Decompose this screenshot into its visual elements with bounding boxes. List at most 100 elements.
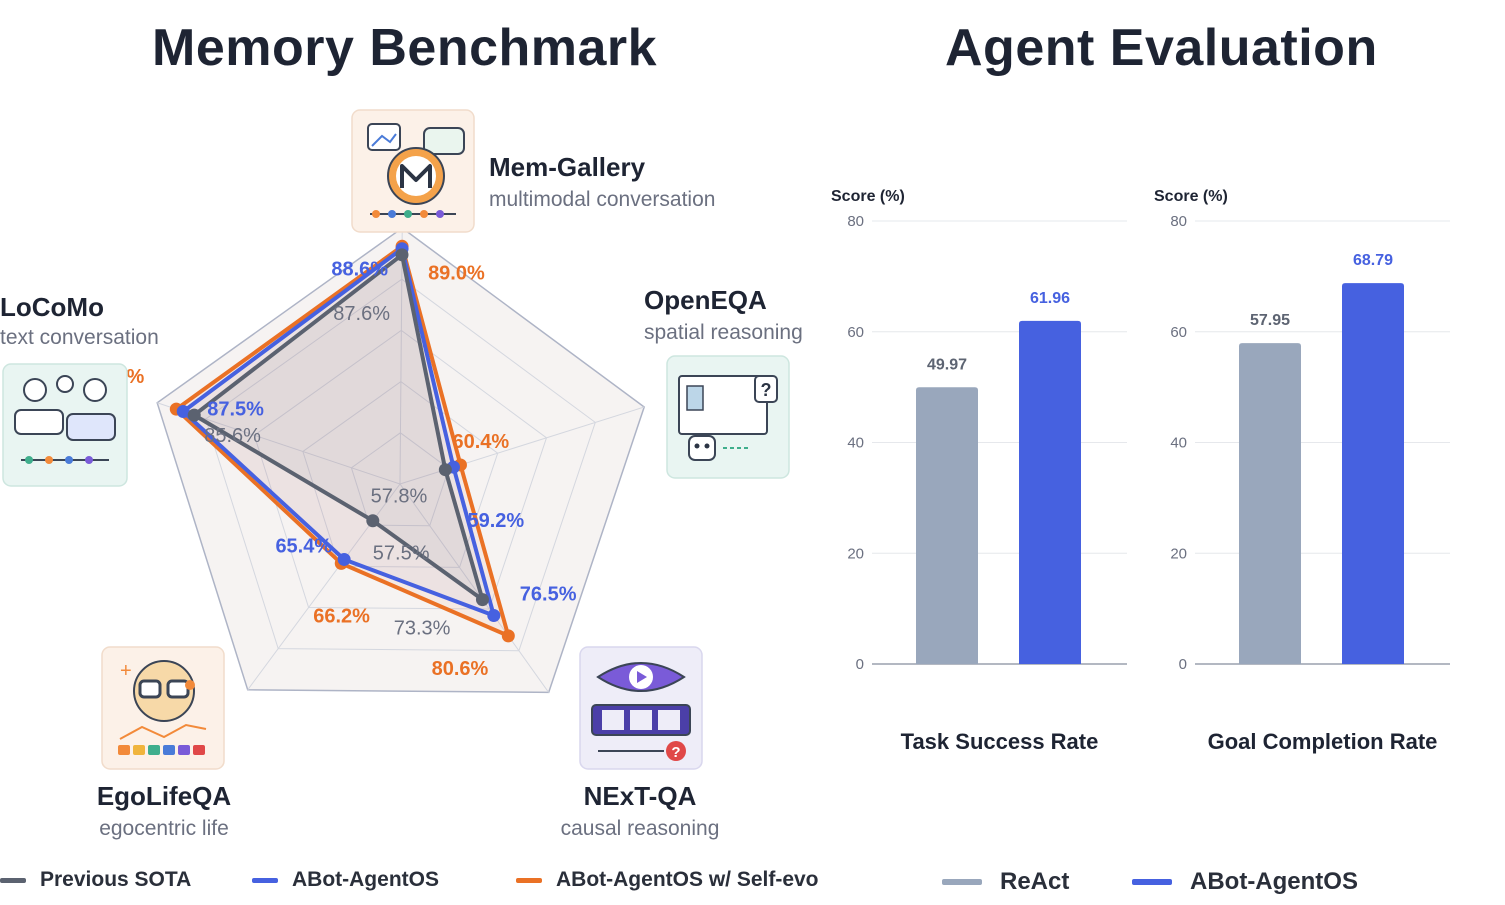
- timeline-dot: [436, 210, 444, 218]
- legend-abot-self-evo: ABot-AgentOS w/ Self-evo: [516, 868, 819, 892]
- color-block: [118, 745, 130, 755]
- legend-abot-agentos-bar: ABot-AgentOS: [1132, 868, 1358, 896]
- robot-room-icon: ?: [666, 355, 790, 479]
- radar-value-abot-self-evo-2: 60.4%: [452, 431, 509, 453]
- radar-value-abot-self-evo-3: 80.6%: [432, 658, 489, 680]
- robot-eye: [704, 443, 710, 449]
- chat-bubble-right-shape: [66, 413, 116, 441]
- glasses-right-shape: [166, 679, 190, 699]
- ytick-80: 80: [847, 213, 864, 230]
- axis-title-next-qa: NExT-QA: [584, 781, 697, 811]
- film-frame: [602, 710, 624, 730]
- timeline-dot: [388, 210, 396, 218]
- radar-value-previous-sota-5: 85.6%: [204, 425, 261, 447]
- radar-value-abot-agentos-2: 59.2%: [467, 510, 524, 532]
- question-mark-glyph: ?: [671, 744, 680, 761]
- axis-subtitle-openeqa: spatial reasoning: [644, 321, 803, 344]
- gallery-chat-icon: [351, 109, 475, 233]
- question-box-shape: [754, 375, 778, 403]
- person-right-shape: [83, 378, 107, 402]
- logo-inner-shape: [396, 156, 436, 196]
- color-block: [178, 745, 190, 755]
- radar-point-abot-agentos-5: [176, 404, 190, 418]
- radar-ring-2: [302, 380, 499, 568]
- bar-value-react: 49.97: [927, 356, 967, 373]
- legend-abot-agentos: ABot-AgentOS: [252, 868, 439, 892]
- legend-label-abot-agentos: ABot-AgentOS: [292, 868, 439, 891]
- legend-swatch-abot-agentos: [252, 877, 278, 883]
- timeline-dot: [420, 210, 428, 218]
- bar-value-abot-agentos: 61.96: [1030, 290, 1070, 307]
- legend-label-react: ReAct: [1000, 868, 1070, 895]
- radar-point-previous-sota-4: [366, 514, 380, 528]
- radar-point-previous-sota-1: [395, 248, 409, 262]
- color-block: [148, 745, 160, 755]
- legend-label-abot-agentos-bar: ABot-AgentOS: [1190, 868, 1358, 895]
- color-block: [193, 745, 205, 755]
- timeline-dot: [65, 456, 73, 464]
- timeline-dot: [45, 456, 53, 464]
- legend-swatch-react: [942, 879, 982, 885]
- robot-eye: [694, 443, 700, 449]
- axis-subtitle-locomo: text conversation: [0, 326, 159, 349]
- timeline-dot: [85, 456, 93, 464]
- ytick-0: 0: [856, 656, 864, 673]
- radar-value-previous-sota-4: 57.5%: [373, 543, 430, 565]
- ylabel-task-success-rate: Score (%): [831, 188, 905, 205]
- radar-value-previous-sota-2: 57.8%: [371, 486, 428, 508]
- axis-subtitle-mem-gallery: multimodal conversation: [489, 188, 715, 211]
- legend-swatch-abot-self-evo: [516, 877, 542, 883]
- radar-value-abot-self-evo-4: 66.2%: [313, 605, 370, 627]
- legend-label-previous-sota: Previous SOTA: [40, 868, 192, 891]
- bar-chart-task-success-rate: Score (%) 0 20 40 60 80 49.97 61.96 Task Success…: [831, 188, 1127, 754]
- radar-line-previous-sota: [192, 252, 485, 602]
- film-frame: [630, 710, 652, 730]
- radar-point-abot-agentos-4: [337, 552, 351, 566]
- agent-evaluation-title: Agent Evaluation: [945, 19, 1378, 77]
- radar-point-abot-agentos-3: [487, 608, 501, 622]
- chart-title-goal-completion-rate: Goal Completion Rate: [1208, 729, 1438, 754]
- bar-value-react: 57.95: [1250, 312, 1290, 329]
- bar-react: [1239, 343, 1301, 664]
- color-block: [133, 745, 145, 755]
- radar-value-abot-agentos-1: 88.6%: [331, 259, 388, 281]
- trend-line: [119, 723, 207, 740]
- color-block: [163, 745, 175, 755]
- axis-subtitle-egolifeqa: egocentric life: [99, 817, 229, 840]
- person-left-shape: [23, 378, 47, 402]
- radar-value-abot-agentos-4: 65.4%: [275, 535, 332, 557]
- face-shape: [133, 660, 195, 722]
- timeline-dot: [404, 210, 412, 218]
- timeline-dot: [25, 456, 33, 464]
- play-shape: [637, 671, 647, 683]
- timeline-dot: [372, 210, 380, 218]
- legend-react: ReAct: [942, 868, 1069, 896]
- axis-title-locomo: LoCoMo: [0, 292, 104, 322]
- ytick-80: 80: [1170, 213, 1187, 230]
- axis-title-openeqa: OpenEQA: [644, 285, 767, 315]
- chat-bubble-shape: [423, 127, 465, 155]
- chart-title-task-success-rate: Task Success Rate: [901, 729, 1099, 754]
- radar-spoke-1: [399, 228, 403, 485]
- radar-point-previous-sota-3: [475, 593, 489, 607]
- radar-ring-3: [253, 329, 548, 610]
- memory-benchmark-title: Memory Benchmark: [152, 19, 658, 77]
- legend-previous-sota: Previous SOTA: [0, 868, 191, 892]
- robot-shape: [688, 435, 716, 461]
- ytick-20: 20: [847, 545, 864, 562]
- radar-ring-1: [350, 432, 450, 527]
- chat-bubbles-icon: [2, 363, 128, 487]
- radar-point-abot-self-evo-3: [501, 629, 515, 643]
- video-eye-icon: ?: [579, 646, 703, 770]
- glasses-left-shape: [138, 679, 162, 699]
- glasses-face-icon: +: [101, 646, 225, 770]
- radar-line-abot-agentos: [181, 246, 496, 618]
- bar-react: [916, 387, 978, 664]
- axis-title-mem-gallery: Mem-Gallery: [489, 152, 646, 182]
- ytick-60: 60: [1170, 324, 1187, 341]
- legend-swatch-previous-sota: [0, 877, 26, 883]
- axis-subtitle-next-qa: causal reasoning: [561, 817, 720, 840]
- ytick-20: 20: [1170, 545, 1187, 562]
- question-circle-shape: [666, 741, 686, 761]
- legend-swatch-abot-agentos-bar: [1132, 879, 1172, 885]
